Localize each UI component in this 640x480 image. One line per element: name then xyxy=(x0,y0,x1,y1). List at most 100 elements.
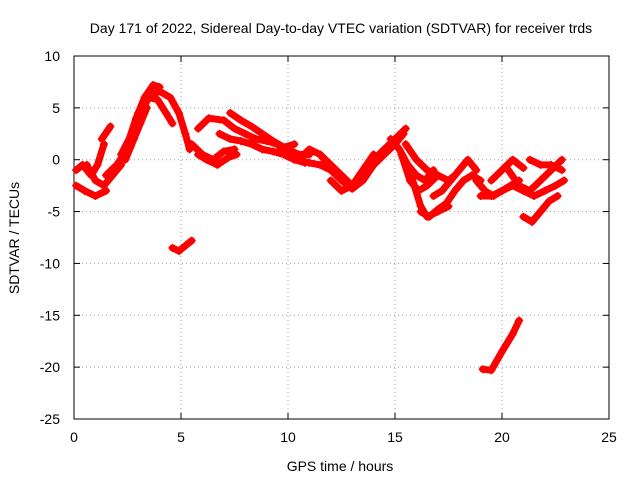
data-point xyxy=(155,83,164,92)
data-point xyxy=(174,246,183,255)
data-point xyxy=(487,176,496,185)
series-arc-24 xyxy=(429,155,481,201)
data-point xyxy=(527,217,536,226)
series-line xyxy=(168,237,196,255)
data-point xyxy=(438,186,447,195)
data-point xyxy=(498,347,506,356)
data-point xyxy=(194,150,203,159)
x-tick-label: 20 xyxy=(494,429,510,445)
data-point xyxy=(536,207,545,216)
y-axis-label: SDTVAR / TECUs xyxy=(6,182,22,294)
data-point xyxy=(149,81,158,90)
data-point xyxy=(187,236,196,245)
data-point xyxy=(551,181,560,190)
series-arc-9 xyxy=(168,236,196,255)
data-point xyxy=(316,160,325,169)
data-point xyxy=(91,176,100,185)
series-arc-29 xyxy=(519,192,562,226)
data-point xyxy=(401,140,410,149)
data-point xyxy=(106,122,115,131)
data-point xyxy=(557,166,566,175)
data-point xyxy=(224,153,233,162)
data-point xyxy=(412,155,421,164)
data-point xyxy=(442,199,451,208)
data-point xyxy=(112,160,121,169)
data-point xyxy=(181,241,190,250)
series-line xyxy=(121,104,151,164)
data-point xyxy=(305,145,314,154)
data-point xyxy=(294,155,303,164)
data-point xyxy=(423,166,432,175)
data-point xyxy=(121,155,130,164)
plot-frame xyxy=(73,55,610,420)
y-tick-label: -15 xyxy=(40,307,60,323)
data-point xyxy=(463,155,472,164)
x-tick-label: 10 xyxy=(280,429,296,445)
data-point xyxy=(284,150,292,159)
y-tick-label: -10 xyxy=(40,255,60,271)
data-point xyxy=(519,164,528,173)
data-point xyxy=(525,155,534,164)
data-point xyxy=(236,137,245,146)
data-point xyxy=(241,129,250,138)
data-point xyxy=(153,95,162,104)
data-point xyxy=(219,147,228,156)
data-point xyxy=(129,134,138,143)
series-arc-3 xyxy=(97,122,115,143)
data-point xyxy=(337,186,346,195)
data-point xyxy=(504,166,513,175)
data-point xyxy=(99,181,108,190)
data-point xyxy=(472,176,481,185)
data-point xyxy=(337,171,346,180)
data-point xyxy=(401,124,410,133)
data-point xyxy=(168,119,177,128)
series-line xyxy=(487,156,527,184)
series-arc-30 xyxy=(525,155,566,175)
data-point xyxy=(410,181,419,190)
data-point xyxy=(429,192,438,201)
data-point xyxy=(91,192,100,201)
series-arc-23 xyxy=(416,171,485,221)
data-point xyxy=(93,160,102,169)
data-point xyxy=(236,116,245,125)
data-point xyxy=(515,181,524,190)
data-point xyxy=(226,109,235,118)
data-point xyxy=(433,171,442,180)
data-point xyxy=(72,166,81,175)
data-point xyxy=(262,134,271,143)
data-point xyxy=(498,186,506,195)
data-point xyxy=(316,150,325,159)
data-point xyxy=(213,160,222,169)
y-tick-label: 5 xyxy=(52,100,60,116)
data-point xyxy=(258,145,267,154)
data-point xyxy=(72,181,81,190)
data-point xyxy=(187,140,196,149)
data-point xyxy=(397,150,406,159)
series-arc-11 xyxy=(194,150,241,169)
series-line xyxy=(430,156,480,200)
data-point xyxy=(174,109,183,118)
data-point xyxy=(202,155,211,164)
x-tick-label: 15 xyxy=(387,429,403,445)
data-point xyxy=(97,134,106,143)
data-point xyxy=(219,116,228,125)
data-point xyxy=(446,176,455,185)
y-tick-label: 10 xyxy=(44,48,60,64)
data-point xyxy=(540,186,549,195)
data-point xyxy=(162,109,171,118)
data-point xyxy=(82,160,91,169)
x-tick-label: 25 xyxy=(601,429,617,445)
data-point xyxy=(247,140,256,149)
data-point xyxy=(226,134,235,143)
data-point xyxy=(468,171,477,180)
data-point xyxy=(560,176,569,185)
data-point xyxy=(181,129,190,138)
data-point xyxy=(472,166,481,175)
data-point xyxy=(403,160,412,169)
data-point xyxy=(380,145,389,154)
x-tick-label: 0 xyxy=(70,429,78,445)
data-point xyxy=(251,134,260,143)
data-point xyxy=(326,176,335,185)
y-tick-label: -5 xyxy=(48,204,61,220)
